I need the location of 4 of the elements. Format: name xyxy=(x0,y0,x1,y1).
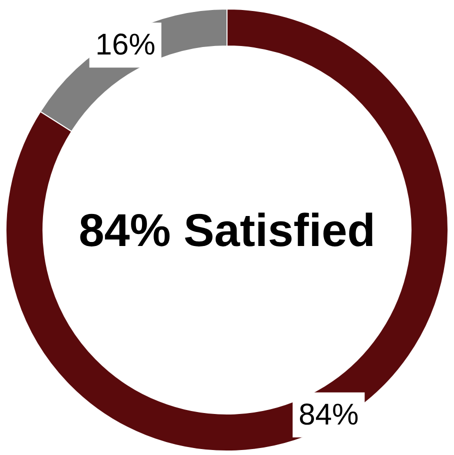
donut-slice xyxy=(6,8,448,452)
data-label: 16% xyxy=(95,28,156,62)
data-label: 84% xyxy=(298,398,359,432)
text: 84% Satisfied xyxy=(78,204,376,256)
